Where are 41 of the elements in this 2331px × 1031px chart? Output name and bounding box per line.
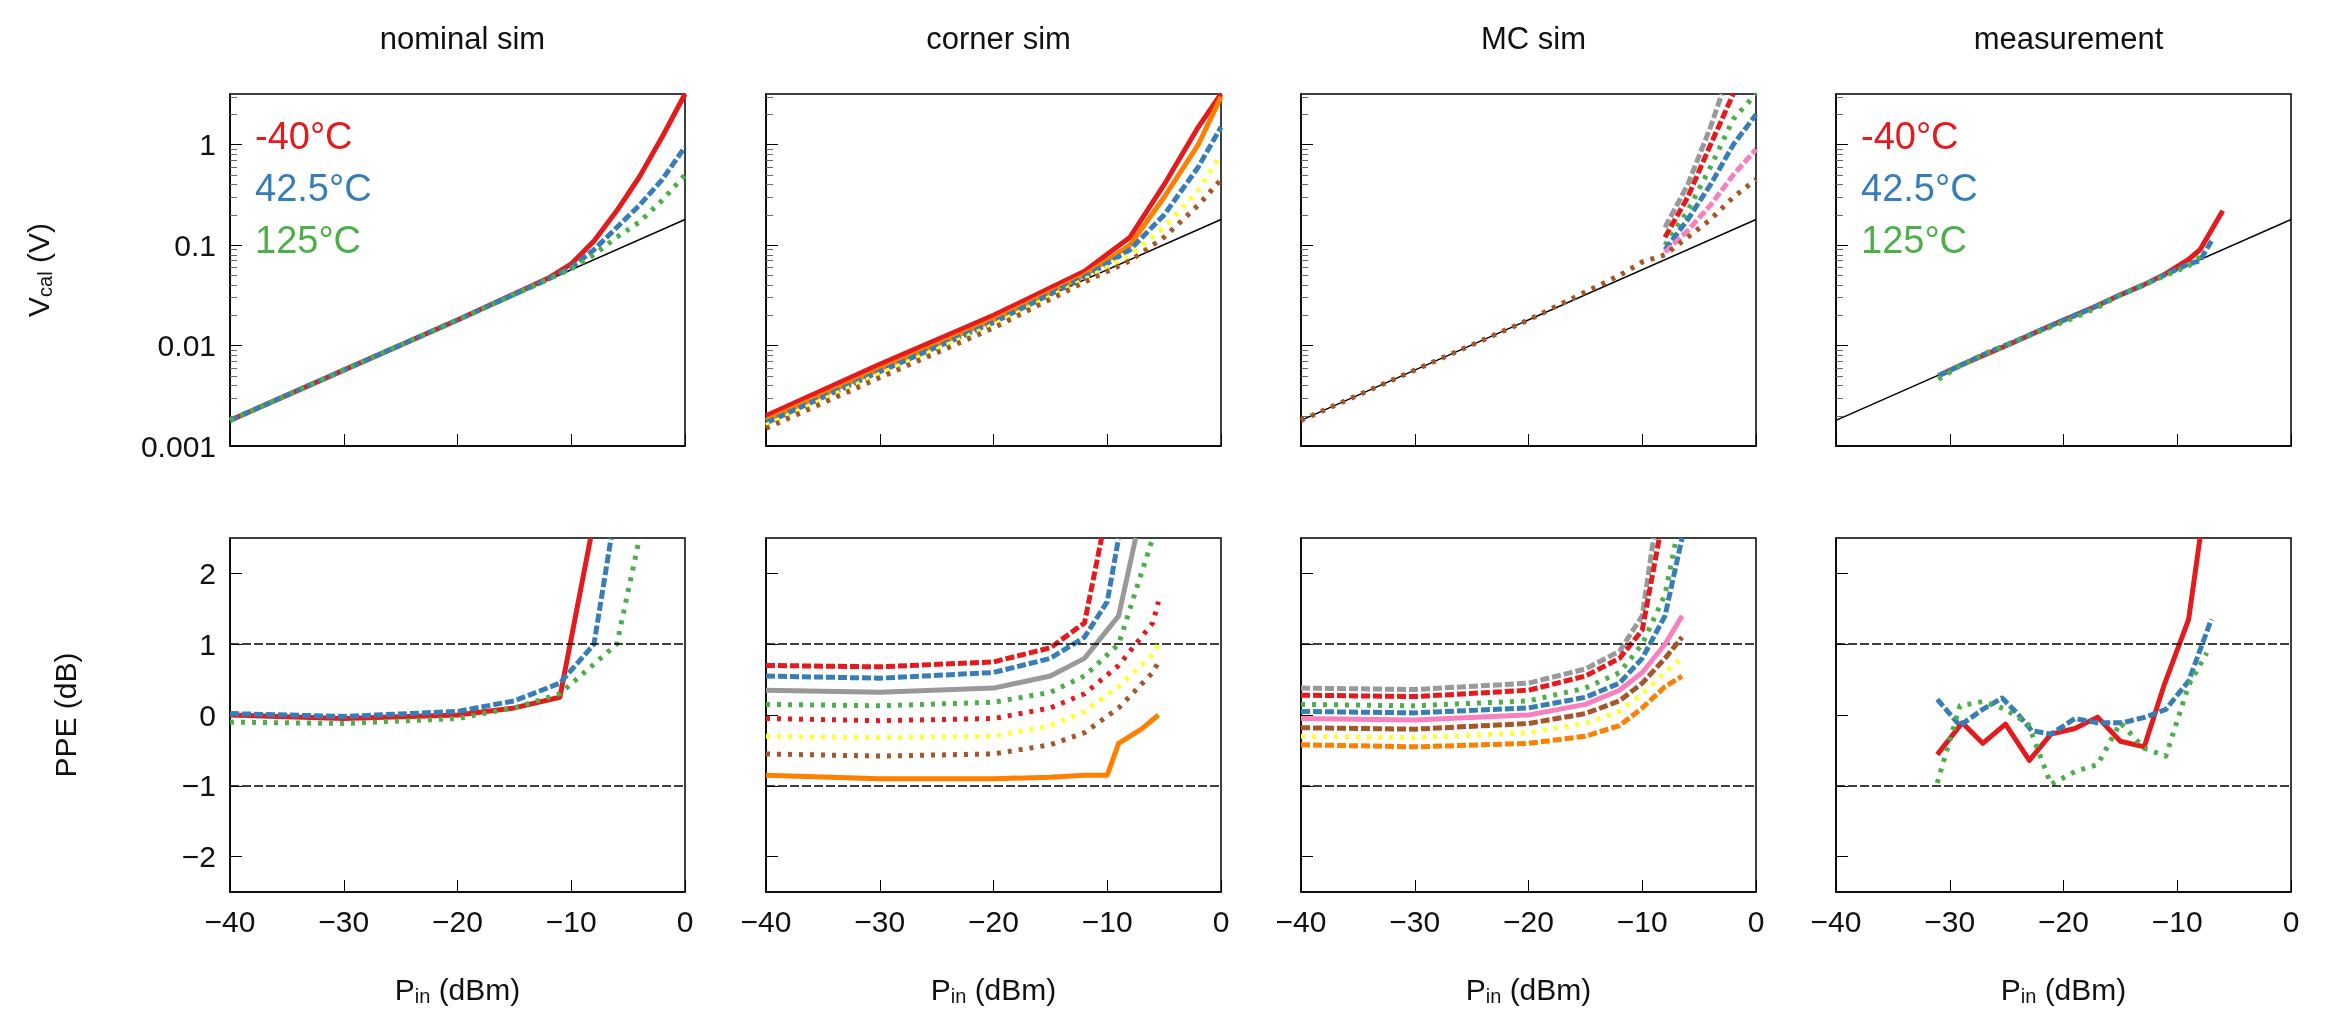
x-tick-label: −30 — [1924, 904, 1976, 938]
x-tick-label: −40 — [204, 904, 256, 938]
y-axis-title: PPE (dB) — [48, 652, 82, 778]
x-tick-label: −10 — [2151, 904, 2203, 938]
text: 125°C — [255, 219, 362, 261]
x-tick-label: −10 — [545, 904, 597, 938]
y-tick-label: 0.001 — [140, 429, 216, 463]
x-tick-label: −20 — [968, 904, 1019, 938]
x-tick-label: −10 — [1616, 904, 1668, 938]
y-tick-label: 0.1 — [174, 228, 216, 262]
text: -40°C — [255, 115, 353, 157]
x-tick-label: −40 — [740, 904, 792, 938]
text: 125°C — [1861, 219, 1968, 261]
chart-title: MC sim — [1480, 21, 1587, 56]
chart-title: corner sim — [926, 21, 1071, 56]
x-tick-label: 0 — [2282, 904, 2300, 938]
x-tick-label: −20 — [1503, 904, 1554, 938]
x-tick-label: −20 — [432, 904, 483, 938]
x-tick-label: −40 — [1810, 904, 1862, 938]
x-tick-label: −30 — [1389, 904, 1441, 938]
y-axis-title: Vcal (V) — [21, 223, 56, 317]
x-tick-label: 0 — [1747, 904, 1765, 938]
y-tick-label: 0.01 — [157, 329, 216, 363]
x-tick-label: −30 — [318, 904, 370, 938]
y-tick-label: 1 — [199, 627, 216, 661]
x-tick-label: −20 — [2038, 904, 2089, 938]
y-tick-label: −1 — [181, 769, 216, 803]
text: 42.5°C — [1861, 167, 1978, 209]
x-tick-label: −30 — [854, 904, 906, 938]
y-tick-label: 2 — [199, 556, 216, 590]
text: 42.5°C — [255, 167, 372, 209]
y-tick-label: 1 — [199, 128, 216, 162]
y-tick-label: 0 — [199, 698, 216, 732]
chart-title: measurement — [1973, 21, 2164, 56]
chart-title: nominal sim — [379, 21, 546, 56]
x-tick-label: 0 — [1212, 904, 1230, 938]
x-tick-label: 0 — [676, 904, 694, 938]
x-tick-label: −40 — [1275, 904, 1327, 938]
x-tick-label: −10 — [1081, 904, 1133, 938]
text: -40°C — [1861, 115, 1959, 157]
y-tick-label: −2 — [181, 840, 216, 874]
